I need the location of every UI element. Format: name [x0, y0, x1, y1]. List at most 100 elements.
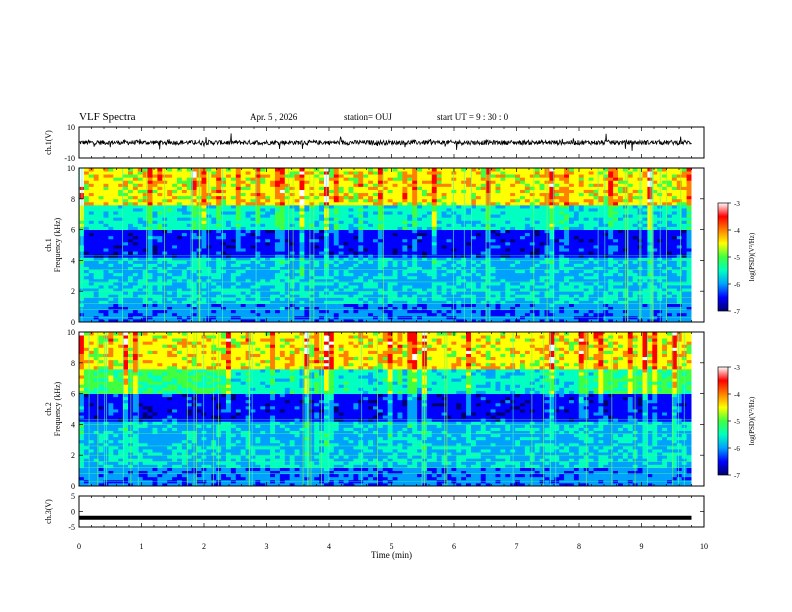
ch1-spec-cell [201, 174, 207, 178]
ch1-spec-cell [412, 186, 418, 190]
ch1-spec-cell [240, 278, 246, 283]
ch1-spec-cell [475, 232, 482, 237]
ch1-spec-cell [451, 303, 457, 307]
ch1-spec-cell [441, 168, 447, 172]
ch1-spec-cell [142, 174, 148, 178]
ch1-spec-cell [279, 318, 286, 323]
ch1-spec-cell [343, 278, 349, 283]
ch1-spec-cell [191, 238, 197, 243]
ch1-spec-cell [490, 248, 496, 252]
ch1-spec-cell [338, 195, 344, 200]
ch1-spec-cell [426, 204, 433, 209]
ch1-spec-cell [201, 171, 207, 175]
ch1-spec-cell [191, 198, 197, 203]
ch1-spec-cell [422, 189, 428, 194]
ch1-spec-cell [221, 232, 227, 237]
ch1-spec-cell [338, 294, 344, 298]
ch1-spec-cell [348, 245, 354, 249]
ch1-spec-cell [216, 223, 222, 227]
ch1-spec-cell [255, 235, 261, 240]
ch1-spec-cell [83, 204, 90, 209]
ch1-spec-cell [495, 211, 501, 215]
ch1-spec-cell [397, 266, 403, 271]
ch1-spec-cell [211, 220, 217, 224]
ch1-spec-cell [299, 260, 305, 264]
ch1-spec-cell [392, 306, 398, 311]
ch1-spec-cell [142, 297, 148, 301]
ch1-spec-cell [128, 309, 134, 314]
ch1-spec-cell [123, 263, 129, 267]
ch1-spec-cell [186, 208, 193, 212]
ch1-spec-cell [167, 291, 173, 295]
ch1-spec-cell [451, 294, 457, 298]
ch1-spec-cell [93, 195, 99, 200]
ch1-spec-cell [201, 309, 207, 314]
ch1-spec-cell [446, 189, 452, 194]
ch1-spec-cell [132, 177, 139, 181]
ch1-spec-cell [167, 180, 173, 184]
ch1-spec-cell [451, 217, 457, 221]
ch1-spec-cell [309, 201, 315, 206]
ch1-spec-cell [456, 192, 462, 197]
ch1-spec-cell [475, 291, 482, 295]
ch1-spec-cell [108, 204, 114, 209]
ch1-spec-cell [480, 285, 487, 289]
ch1-spec-cell [387, 214, 393, 218]
ch1-spec-cell [265, 204, 271, 209]
ch1-spec-cell [343, 195, 349, 200]
ch1-spec-cell [431, 177, 438, 181]
ch1-spec-cell [461, 309, 467, 314]
ch1-spec-cell [456, 306, 462, 311]
ch1-spec-cell [328, 223, 335, 227]
ch1-spec-cell [377, 174, 384, 178]
ch1-spec-cell [451, 174, 457, 178]
ch1-spec-cell [289, 220, 295, 224]
ch1-spec-cell [294, 285, 300, 289]
ch1-spec-cell [397, 285, 403, 289]
ch1-spec-cell [279, 272, 286, 277]
ch1-spec-cell [358, 285, 364, 289]
ch1-spec-cell [471, 229, 477, 234]
ch1-spec-cell [363, 214, 369, 218]
ch1-spec-cell [490, 201, 496, 206]
ch1-spec-cell [363, 309, 369, 314]
ch1-spec-cell [314, 177, 320, 181]
ch1-spec-cell [471, 220, 477, 224]
ch1-spec-cell [387, 309, 393, 314]
ch1-spec-cell [500, 294, 506, 298]
ch1-spec-cell [181, 232, 188, 237]
ch1-spec-cell [309, 174, 315, 178]
ch1-spec-cell [402, 171, 408, 175]
ch1-spec-cell [221, 238, 227, 243]
ch1-spec-cell [299, 285, 305, 289]
ch1-spec-cell [368, 217, 374, 221]
ch1-spec-cell [221, 201, 227, 206]
ch1-spec-cell [363, 201, 369, 206]
ch1-spec-cell [475, 275, 482, 280]
ch1-spec-cell [456, 226, 462, 230]
ch1-spec-cell [539, 204, 545, 209]
ch1-spec-cell [152, 248, 158, 252]
ch1-spec-cell [534, 251, 540, 255]
ch1-spec-cell [245, 312, 251, 317]
ch1-spec-cell [304, 303, 310, 307]
ch1-spec-cell [436, 251, 442, 255]
ch1-spec-cell [485, 251, 491, 255]
ch1-spec-cell [382, 260, 389, 264]
ch1-spec-cell [103, 223, 109, 227]
ch1-spec-cell [495, 192, 501, 197]
ch1-spec-cell [500, 263, 506, 267]
ch1-spec-cell [255, 266, 261, 271]
ch1-spec-cell [142, 189, 148, 194]
ch1-spec-cell [235, 168, 242, 172]
ch1-spec-cell [338, 204, 344, 209]
ch1-spec-cell [211, 189, 217, 194]
ch1-spec-cell [191, 269, 197, 274]
ch1-spec-cell [201, 306, 207, 311]
ch1-spec-cell [338, 251, 344, 255]
ch1-spec-cell [402, 195, 408, 200]
ch1-spec-cell [240, 285, 246, 289]
ch1-spec-cell [235, 214, 242, 218]
ch1-spec-cell [250, 220, 256, 224]
